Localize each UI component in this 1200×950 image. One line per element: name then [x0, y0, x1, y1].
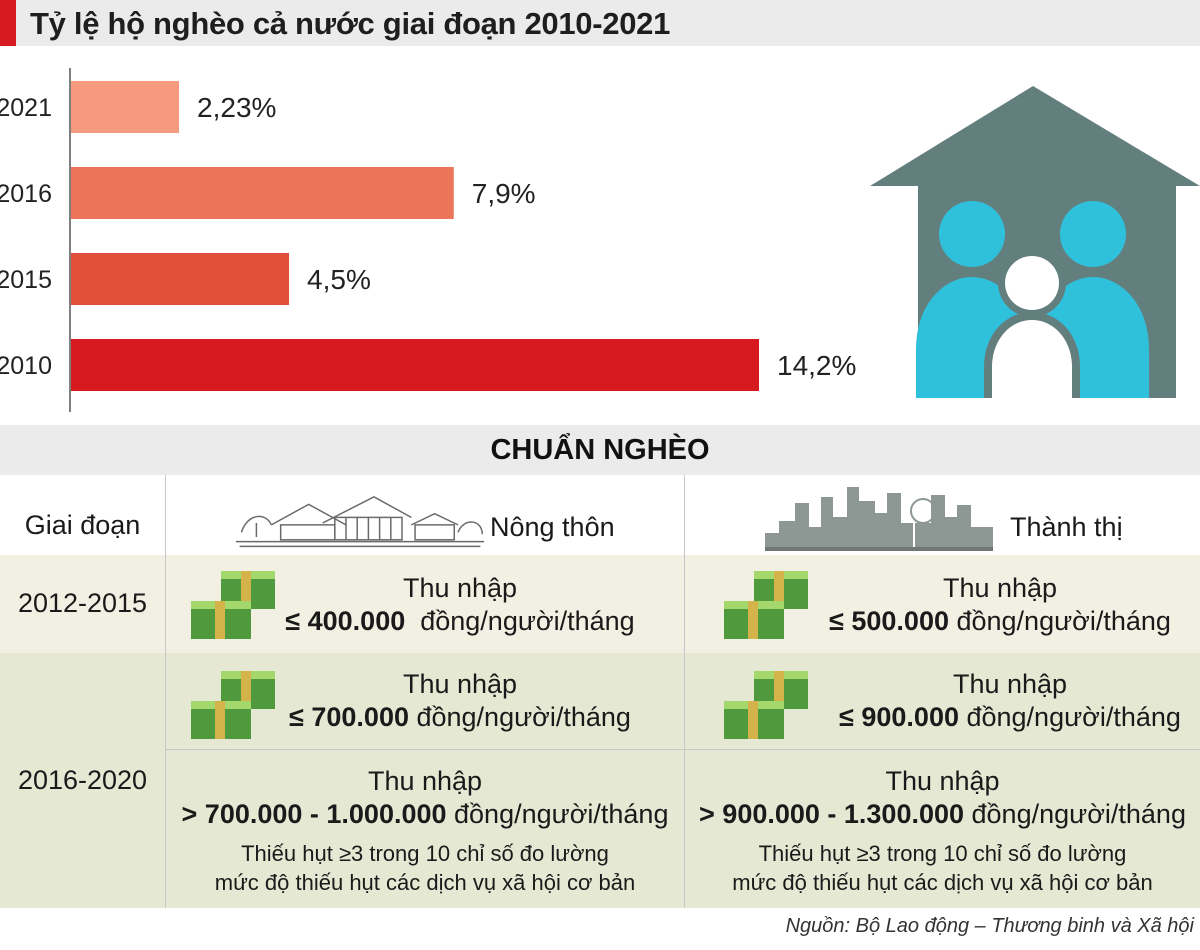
bar-2015	[71, 253, 290, 305]
row-divider	[165, 749, 1200, 750]
bar-2010	[71, 339, 759, 391]
data-label: 4,5%	[307, 264, 371, 295]
data-label: 2,23%	[197, 92, 276, 123]
y-tick-label: 2016	[0, 180, 52, 208]
child-head	[1005, 256, 1059, 310]
table-row: 2012-2015 Thu nhập ≤ 400.000 đồng/người/…	[0, 555, 1200, 653]
income-threshold: ≤ 900.000 đồng/người/tháng	[830, 702, 1190, 733]
deprivation-note: Thiếu hụt ≥3 trong 10 chỉ số đo lường	[758, 841, 1127, 866]
y-tick-label: 2015	[0, 266, 52, 294]
income-threshold: > 700.000 - 1.000.000 đồng/người/tháng	[165, 799, 685, 830]
income-label: Thu nhập	[367, 766, 483, 796]
income-unit: đồng/người/tháng	[446, 799, 669, 829]
source-note: Nguồn: Bộ Lao động – Thương binh và Xã h…	[785, 915, 1194, 937]
column-divider	[165, 475, 166, 908]
table-row: 2016-2020 Thu nhập ≤ 700.000 đồng/người/…	[0, 653, 1200, 908]
money-stack-icon	[191, 571, 275, 639]
income-unit: đồng/người/tháng	[964, 799, 1186, 829]
bar-2021	[71, 81, 180, 133]
income-label: Thu nhập	[885, 766, 1000, 796]
bar-2016	[71, 167, 454, 219]
col-urban-header: Thành thị	[1010, 512, 1123, 542]
col-period-header: Giai đoạn	[24, 510, 141, 540]
header-accent-bar	[0, 0, 16, 46]
chart-header: Tỷ lệ hộ nghèo cả nước giai đoạn 2010-20…	[0, 0, 1200, 46]
deprivation-note: mức độ thiếu hụt các dịch vụ xã hội cơ b…	[732, 870, 1153, 895]
table-header-row: Giai đoạn Nông thôn	[0, 475, 1200, 555]
income-threshold: ≤ 400.000 đồng/người/tháng	[280, 606, 640, 637]
y-tick-label: 2021	[0, 94, 52, 122]
house-family-icon	[870, 86, 1200, 398]
income-unit: đồng/người/tháng	[405, 606, 635, 636]
income-value: ≤ 700.000	[289, 702, 409, 732]
income-label: Thu nhập	[952, 669, 1068, 699]
income-threshold: > 900.000 - 1.300.000 đồng/người/tháng	[685, 799, 1200, 830]
farmhouse-icon	[235, 496, 485, 548]
city-skyline-icon	[765, 487, 993, 551]
money-stack-icon	[724, 571, 808, 639]
income-threshold: ≤ 700.000 đồng/người/tháng	[280, 702, 640, 733]
money-stack-icon	[724, 671, 808, 739]
child-body	[992, 320, 1072, 398]
deprivation-note: mức độ thiếu hụt các dịch vụ xã hội cơ b…	[214, 870, 636, 895]
period-label: 2016-2020	[17, 765, 148, 795]
parent-right-head	[1060, 201, 1126, 267]
column-divider	[684, 475, 685, 908]
y-tick-label: 2010	[0, 352, 52, 380]
parent-left-head	[939, 201, 1005, 267]
period-label: 2012-2015	[17, 588, 148, 618]
poverty-standard-header: CHUẨN NGHÈO	[0, 425, 1200, 475]
income-value: > 700.000 - 1.000.000	[181, 799, 447, 829]
income-value: > 900.000 - 1.300.000	[699, 799, 965, 829]
data-label: 7,9%	[472, 178, 536, 209]
deprivation-note: Thiếu hụt ≥3 trong 10 chỉ số đo lường	[241, 841, 609, 866]
income-threshold: ≤ 500.000 đồng/người/tháng	[820, 606, 1180, 637]
income-unit: đồng/người/tháng	[948, 606, 1171, 636]
money-stack-icon	[191, 671, 275, 739]
table-title: CHUẨN NGHÈO	[490, 434, 710, 466]
chart-title: Tỷ lệ hộ nghèo cả nước giai đoạn 2010-20…	[30, 6, 671, 41]
income-label: Thu nhập	[942, 573, 1058, 603]
income-value: ≤ 500.000	[829, 606, 949, 636]
poverty-rate-bar-chart: 2021 2,23% 2016 7,9% 2015 4,5% 2010 14,2%	[0, 68, 856, 412]
income-value: ≤ 400.000	[285, 606, 406, 636]
income-value: ≤ 900.000	[839, 702, 959, 732]
income-unit: đồng/người/tháng	[958, 702, 1181, 732]
income-label: Thu nhập	[402, 669, 518, 699]
income-unit: đồng/người/tháng	[408, 702, 631, 732]
income-label: Thu nhập	[402, 573, 518, 603]
col-rural-header: Nông thôn	[490, 512, 615, 542]
data-label: 14,2%	[777, 350, 856, 381]
